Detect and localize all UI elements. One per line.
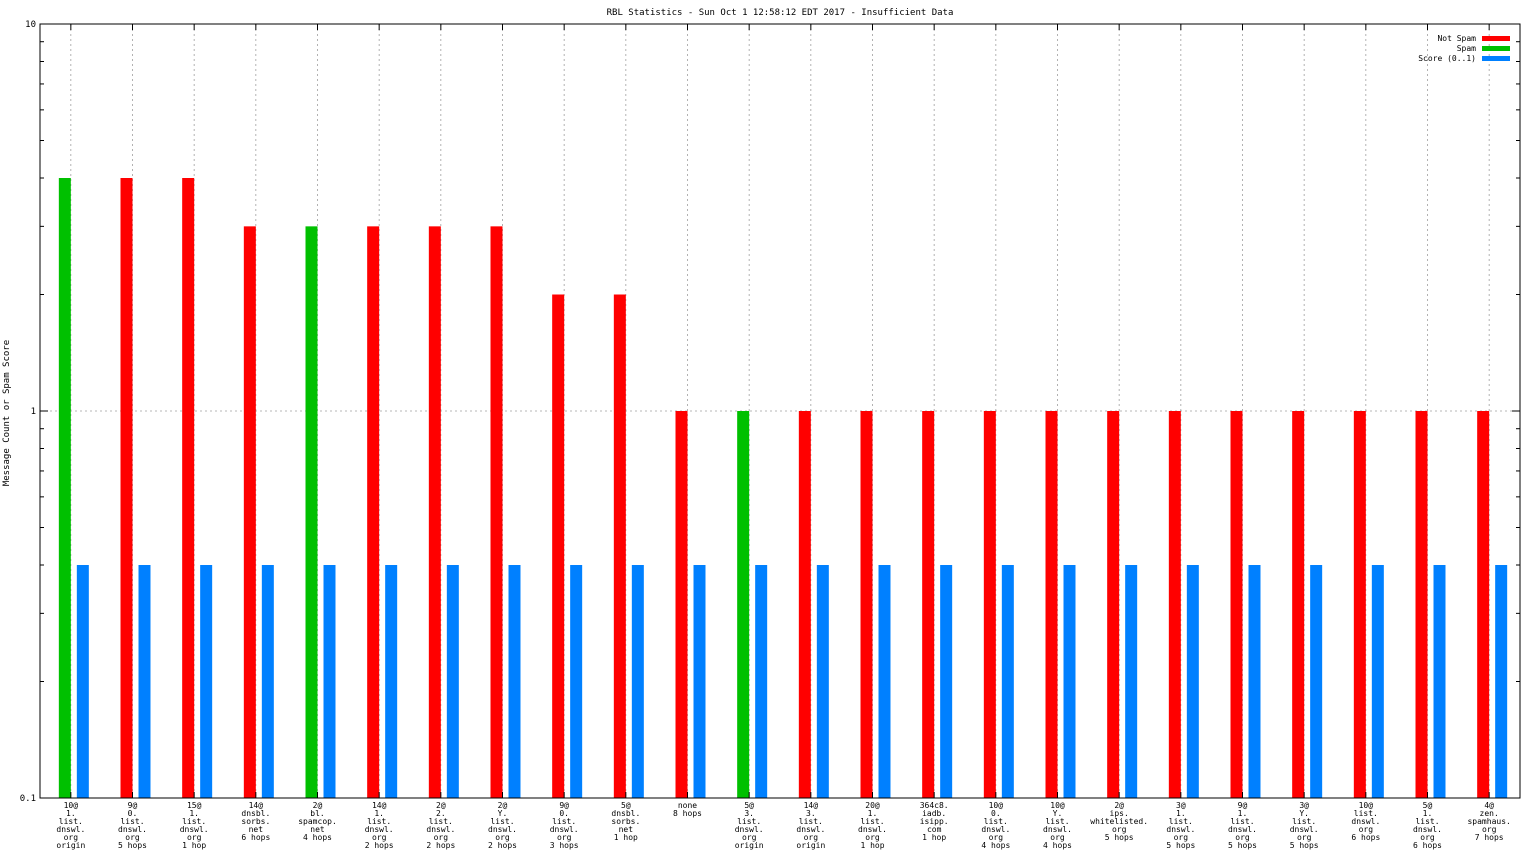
bar-score-0-1 <box>570 565 583 798</box>
legend-label: Score (0..1) <box>1418 54 1476 63</box>
bar-score-0-1 <box>1125 565 1138 798</box>
bar-not-spam <box>1168 411 1181 798</box>
legend-swatch <box>1482 56 1510 61</box>
bar-score-0-1 <box>631 565 644 798</box>
bar-score-0-1 <box>1310 565 1323 798</box>
bar-not-spam <box>1353 411 1366 798</box>
bar-not-spam <box>1477 411 1490 798</box>
bar-not-spam <box>983 411 996 798</box>
bar-not-spam <box>798 411 811 798</box>
bar-not-spam <box>367 226 380 799</box>
x-tick-label: 3@ Y. list. dnswl. org 5 hops <box>1290 801 1319 850</box>
y-tick-label: 0.1 <box>20 794 36 804</box>
bar-not-spam <box>1107 411 1120 798</box>
x-tick-label: 9@ 0. list. dnswl. org 3 hops <box>550 801 579 850</box>
bar-spam <box>58 178 71 798</box>
y-axis-label: Message Count or Spam Score <box>2 340 12 486</box>
x-tick-label: 2@ Y. list. dnswl. org 2 hops <box>488 801 517 850</box>
x-tick-labels: 10@ 1. list. dnswl. org origin 9@ 0. list. dnswl.… <box>56 801 1510 850</box>
bar-spam <box>737 411 750 798</box>
x-tick-label: 10@ 1. list. dnswl. org origin <box>56 801 85 850</box>
x-tick-label: 3@ 1. list. dnswl. org 5 hops <box>1166 801 1195 850</box>
x-tick-label: 10@ list. dnswl. org 6 hops <box>1351 801 1380 842</box>
x-tick-label: 5@ 1. list. dnswl. org 6 hops <box>1413 801 1442 850</box>
bar-not-spam <box>552 294 565 798</box>
bar-not-spam <box>1292 411 1305 798</box>
x-tick-label: 2@ ips. whitelisted. org 5 hops <box>1090 801 1148 842</box>
x-tick-label: 15@ 1. list. dnswl. org 1 hop <box>180 801 209 850</box>
x-tick-label: 2@ bl. spamcop. net 4 hops <box>298 801 337 842</box>
bar-score-0-1 <box>508 565 521 798</box>
bar-spam <box>305 226 318 799</box>
bar-not-spam <box>243 226 256 799</box>
x-tick-label: 2@ 2. list. dnswl. org 2 hops <box>426 801 455 850</box>
y-tick-labels: 0.1 1 10 <box>20 20 36 804</box>
bar-not-spam <box>922 411 935 798</box>
bar-score-0-1 <box>385 565 398 798</box>
bar-score-0-1 <box>1248 565 1261 798</box>
bar-not-spam <box>675 411 688 798</box>
bar-not-spam <box>490 226 503 799</box>
bar-score-0-1 <box>940 565 953 798</box>
bars <box>58 178 1508 799</box>
bar-score-0-1 <box>323 565 336 798</box>
bar-score-0-1 <box>1495 565 1508 798</box>
bar-score-0-1 <box>1433 565 1446 798</box>
bar-not-spam <box>120 178 133 798</box>
bar-score-0-1 <box>878 565 891 798</box>
bar-score-0-1 <box>1186 565 1199 798</box>
x-tick-label: 5@ dnsbl. sorbs. net 1 hop <box>611 801 640 842</box>
bar-not-spam <box>1045 411 1058 798</box>
legend-swatch <box>1482 36 1510 41</box>
bar-score-0-1 <box>200 565 213 798</box>
bar-not-spam <box>1230 411 1243 798</box>
x-tick-label: 4@ zen. spamhaus. org 7 hops <box>1467 801 1510 842</box>
bar-score-0-1 <box>446 565 459 798</box>
legend-label: Not Spam <box>1437 34 1476 43</box>
bar-score-0-1 <box>755 565 768 798</box>
x-tick-label: 20@ 1. list. dnswl. org 1 hop <box>858 801 887 850</box>
chart-title: RBL Statistics - Sun Oct 1 12:58:12 EDT … <box>607 8 954 18</box>
legend-label: Spam <box>1457 44 1476 53</box>
bar-not-spam <box>1415 411 1428 798</box>
x-tick-label: 9@ 0. list. dnswl. org 5 hops <box>118 801 147 850</box>
bar-score-0-1 <box>76 565 89 798</box>
x-tick-label: 14@ 3. list. dnswl. org origin <box>796 801 825 850</box>
bar-score-0-1 <box>693 565 706 798</box>
x-tick-label: 364c8. iadb. isipp. com 1 hop <box>920 801 949 842</box>
bar-score-0-1 <box>1001 565 1014 798</box>
x-tick-label: 14@ 1. list. dnswl. org 2 hops <box>365 801 394 850</box>
y-tick-label: 10 <box>25 20 36 30</box>
bar-score-0-1 <box>1063 565 1076 798</box>
x-tick-label: 5@ 3. list. dnswl. org origin <box>735 801 764 850</box>
bar-score-0-1 <box>816 565 829 798</box>
y-tick-label: 1 <box>31 407 36 417</box>
x-tick-label: 10@ 0. list. dnswl. org 4 hops <box>981 801 1010 850</box>
x-tick-label: 14@ dnsbl. sorbs. net 6 hops <box>241 801 270 842</box>
bar-not-spam <box>860 411 873 798</box>
x-tick-label: 9@ 1. list. dnswl. org 5 hops <box>1228 801 1257 850</box>
x-tick-label: none 8 hops <box>673 801 702 818</box>
bar-score-0-1 <box>261 565 274 798</box>
x-tick-label: 10@ Y. list. dnswl. org 4 hops <box>1043 801 1072 850</box>
bar-not-spam <box>613 294 626 798</box>
axis-ticks <box>40 23 1520 799</box>
bar-not-spam <box>428 226 441 799</box>
legend-swatch <box>1482 46 1510 51</box>
bar-not-spam <box>182 178 195 798</box>
bar-score-0-1 <box>138 565 151 798</box>
bar-score-0-1 <box>1371 565 1384 798</box>
